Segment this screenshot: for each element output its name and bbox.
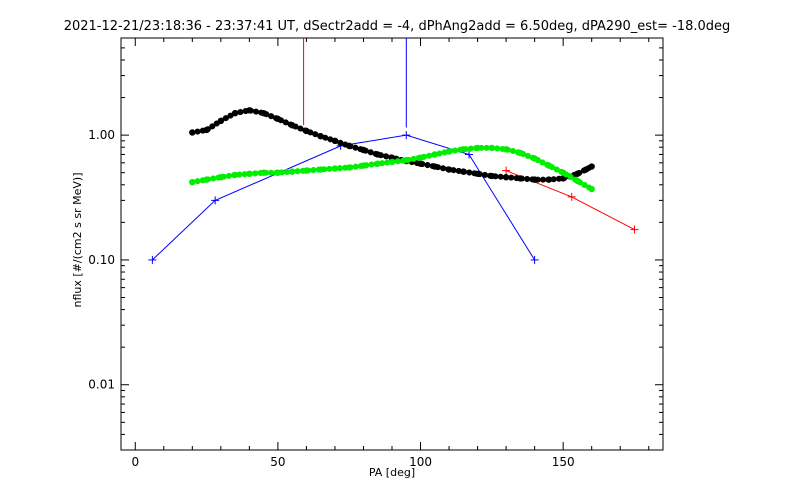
series-0-point: [530, 255, 539, 264]
series-3-point: [331, 165, 339, 172]
series-2-point: [502, 174, 510, 181]
series-3-point: [217, 174, 225, 181]
y-tick-label: 1.00: [88, 128, 115, 142]
x-axis: 0 50 100 150: [131, 38, 650, 469]
x-tick-label: 150: [552, 455, 575, 469]
series-3-point: [403, 156, 410, 164]
series-2-point: [588, 163, 595, 170]
series-2-point: [317, 133, 324, 140]
series-3-point: [246, 170, 253, 177]
series-3-point: [431, 151, 438, 158]
series-2-point: [260, 109, 267, 117]
y-axis: 0.01 0.10 1.00: [88, 37, 663, 451]
series-3-point: [559, 169, 567, 176]
series-3-point: [417, 154, 424, 161]
series-3-point: [517, 149, 524, 157]
series-2-point: [517, 175, 524, 182]
series-3-point: [346, 164, 353, 171]
series-3-point: [274, 169, 282, 176]
series-2-point: [374, 151, 381, 158]
series-2-point: [303, 127, 310, 135]
series-1-point: [502, 166, 511, 175]
series-0-line: [152, 134, 536, 261]
series-0-point: [211, 196, 220, 205]
x-tick-label: 0: [131, 455, 139, 469]
x-tick-label: 50: [270, 455, 285, 469]
series-layer: [148, 38, 639, 264]
series-2-point: [288, 122, 296, 129]
series-3-point: [488, 144, 496, 152]
series-3-point: [360, 162, 367, 169]
series-3-point: [474, 144, 481, 152]
series-3-point: [203, 176, 210, 183]
series-3-point: [189, 178, 196, 186]
series-3-point: [260, 169, 267, 176]
series-3-point: [317, 166, 324, 173]
series-3-point: [374, 160, 381, 167]
series-0-point: [402, 131, 411, 140]
series-2-point: [445, 166, 453, 173]
series-2-point: [474, 170, 481, 177]
series-3-point: [288, 168, 296, 175]
series-3-curve: [189, 144, 595, 192]
series-3-point: [231, 171, 239, 179]
chart-title: 2021-12-21/23:18:36 - 23:37:41 UT, dSect…: [64, 19, 731, 34]
series-2-point: [488, 172, 496, 180]
series-2-point: [431, 163, 438, 170]
series-3-point: [460, 146, 467, 153]
series-0-point: [465, 150, 474, 159]
series-3-point: [545, 162, 553, 169]
plot-frame: [120, 37, 664, 451]
series-2-point: [574, 170, 581, 177]
series-3-point: [388, 158, 396, 166]
x-tick-label: 100: [409, 455, 432, 469]
y-tick-label: 0.01: [88, 378, 115, 392]
y-tick-label: 0.10: [88, 253, 115, 267]
series-2-point: [460, 168, 467, 175]
series-1-point: [567, 192, 576, 201]
series-2-point: [246, 107, 253, 114]
series-0-point: [148, 255, 157, 264]
series-1-point: [630, 225, 639, 234]
series-2-point: [189, 129, 196, 136]
series-2-point: [203, 126, 210, 134]
x-axis-label: PA [deg]: [369, 466, 415, 479]
series-3-point: [531, 155, 538, 162]
series-2-point: [217, 117, 225, 125]
series-2-point: [346, 142, 353, 150]
series-2-curve: [189, 107, 595, 183]
series-3-point: [445, 148, 453, 155]
series-2-point: [531, 176, 538, 183]
y-axis-label: nflux [#/(cm2 s sr MeV)]: [71, 173, 84, 308]
series-3-point: [588, 185, 595, 193]
series-3-point: [574, 177, 581, 185]
series-3-point: [303, 167, 310, 174]
series-2-point: [331, 137, 339, 145]
series-2-point: [545, 176, 553, 183]
series-2-point: [417, 160, 424, 167]
series-2-point: [582, 166, 590, 173]
series-3-point: [502, 146, 510, 153]
series-2-point: [274, 115, 282, 123]
series-2-point: [231, 109, 239, 117]
series-2-point: [360, 146, 367, 154]
